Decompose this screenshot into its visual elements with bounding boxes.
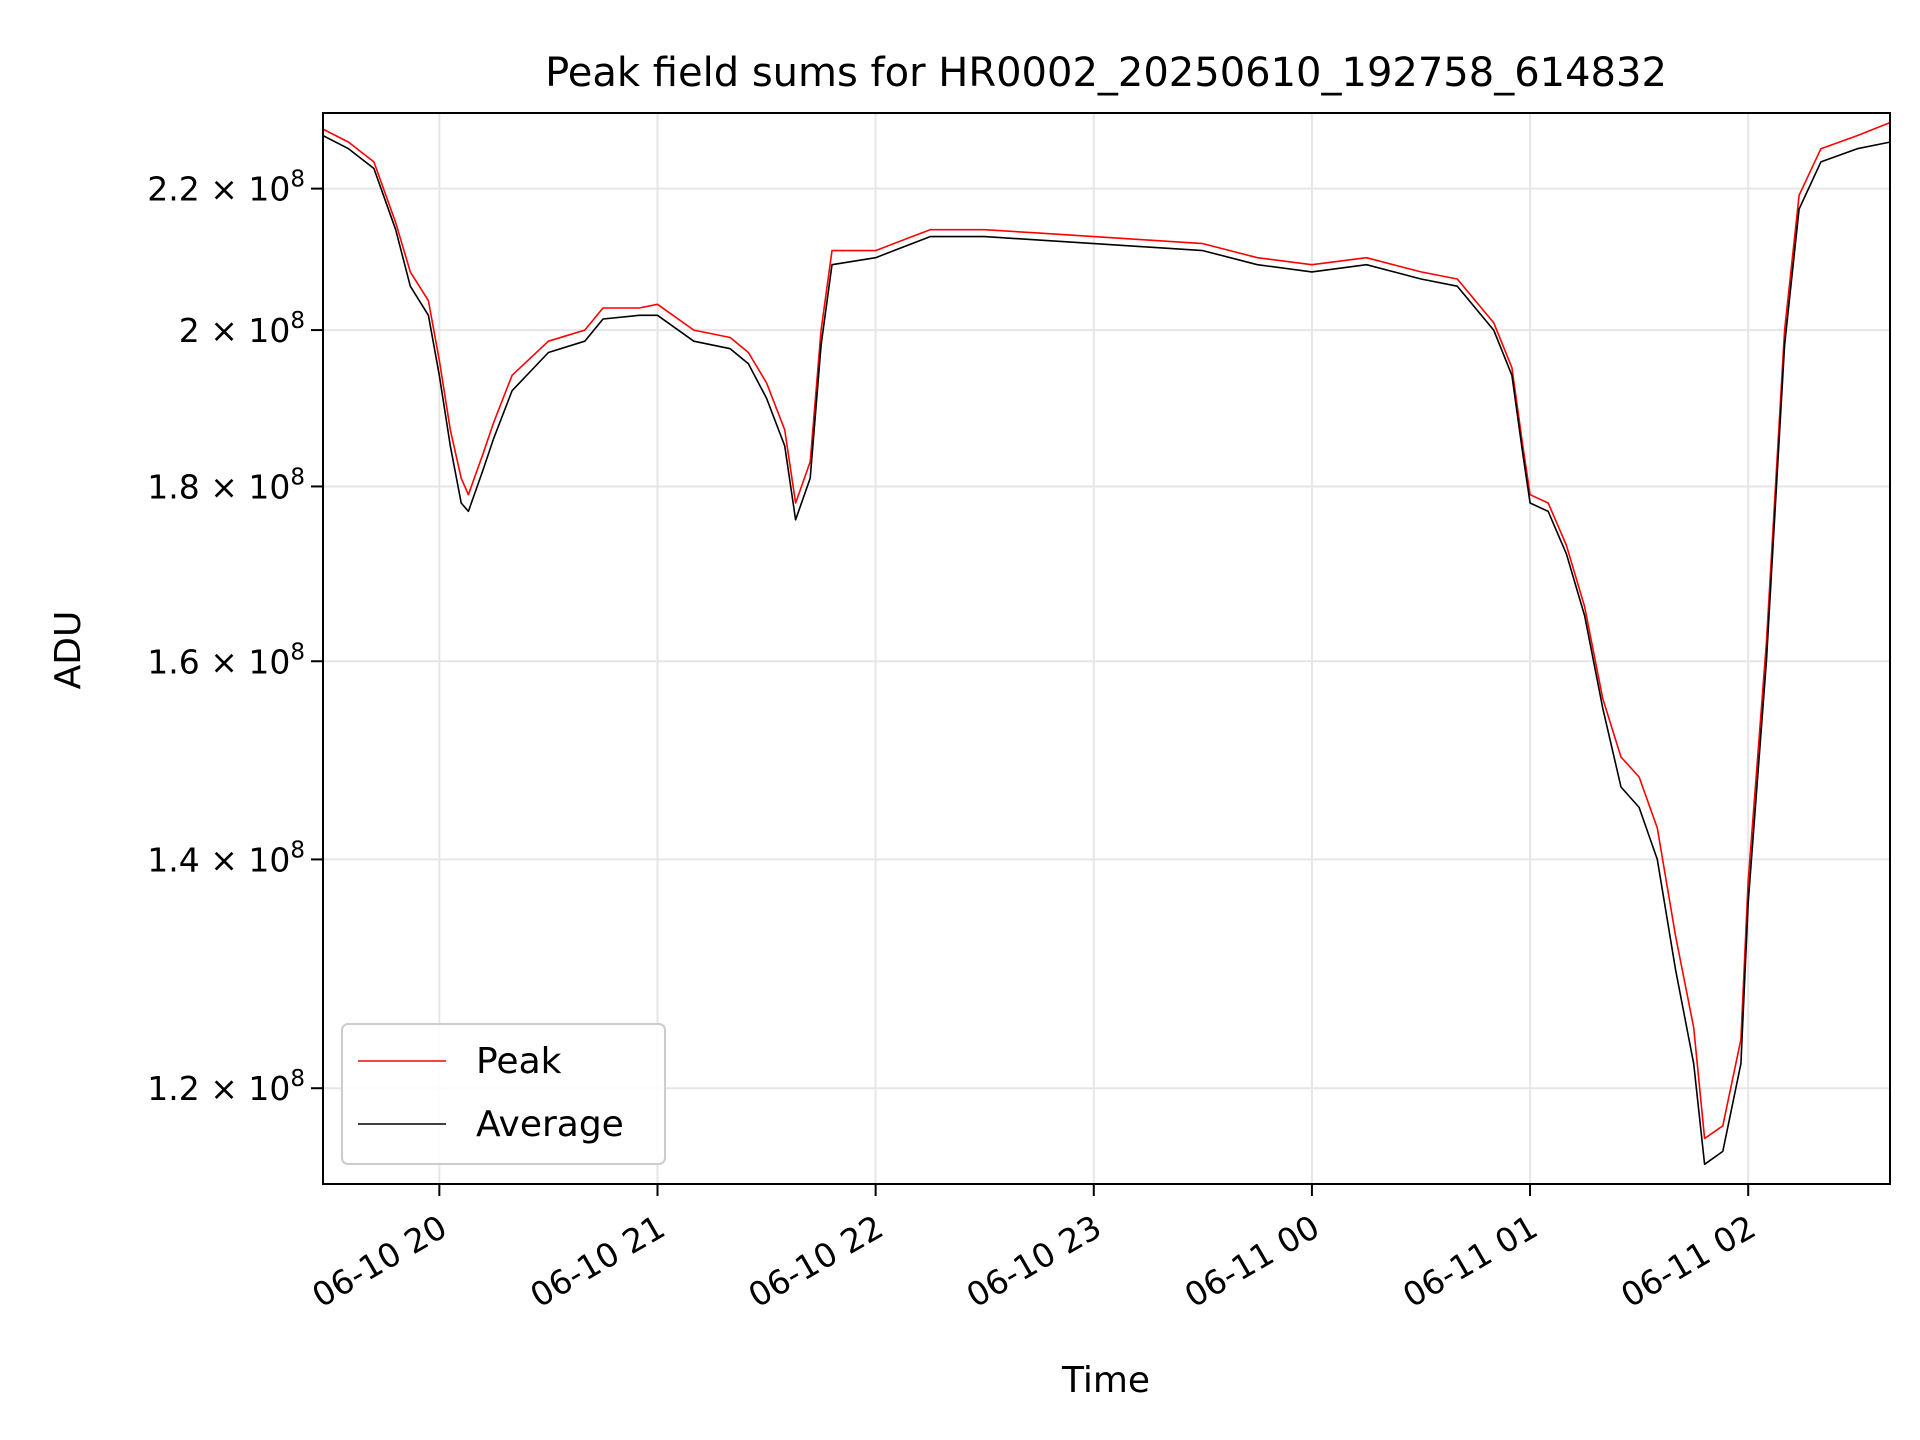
y-tick-label: 2.2 × 108: [147, 167, 305, 209]
series-layer: [323, 121, 1890, 1166]
series-line-average: [323, 134, 1890, 1166]
y-tick-label: 1.8 × 108: [147, 464, 305, 506]
legend-label-peak: Peak: [476, 1041, 562, 1082]
y-tick-label: 1.6 × 108: [147, 639, 305, 681]
y-axis-label: ADU: [48, 611, 89, 690]
x-axis-label: Time: [1061, 1360, 1150, 1401]
series-line-peak: [323, 121, 1890, 1140]
legend-box: [341, 1023, 666, 1165]
legend: Peak Average: [341, 1023, 666, 1165]
y-tick-label: 2 × 108: [179, 308, 305, 350]
plot-frame: [322, 112, 1891, 1185]
y-tick-label: 1.2 × 108: [147, 1066, 305, 1108]
y-tick-label: 1.4 × 108: [147, 837, 305, 879]
chart-title: Peak field sums for HR0002_20250610_1927…: [545, 50, 1667, 96]
y-axis: 1.2 × 108 1.4 × 108 1.6 × 108 1.8 × 108 2 × …: [147, 167, 323, 1108]
legend-label-average: Average: [476, 1104, 624, 1145]
